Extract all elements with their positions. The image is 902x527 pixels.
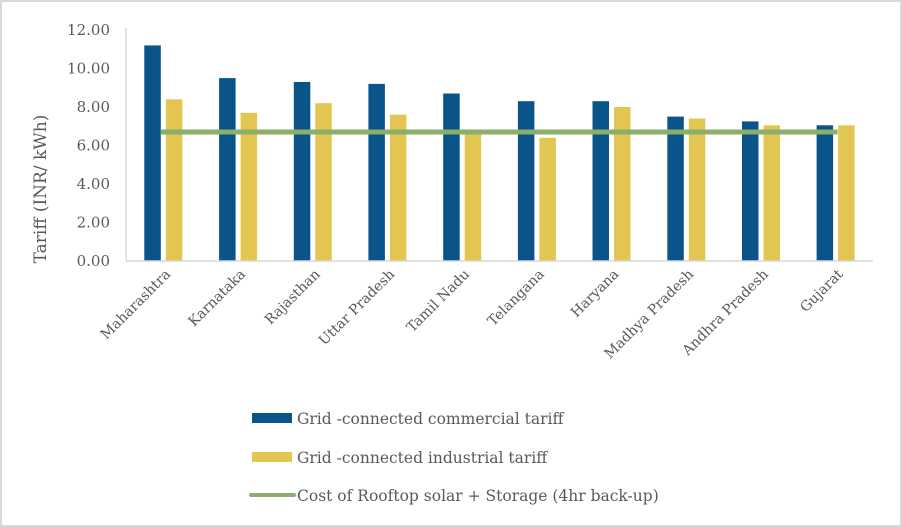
commercial-tariff-bar bbox=[592, 101, 609, 261]
commercial-tariff-bar bbox=[667, 116, 684, 261]
commercial-tariff-bar bbox=[368, 83, 385, 262]
commercial-tariff-bar bbox=[816, 125, 834, 261]
y-tick-label: 4.00 bbox=[77, 175, 110, 193]
industrial-tariff-bar bbox=[315, 103, 332, 261]
industrial-tariff-bar bbox=[688, 118, 706, 261]
x-category-label: Telangana bbox=[485, 267, 548, 330]
commercial-tariff-bar bbox=[742, 121, 759, 262]
commercial-tariff-bar bbox=[293, 82, 311, 261]
y-tick-label: 2.00 bbox=[77, 214, 110, 232]
y-tick-label: 6.00 bbox=[77, 137, 110, 155]
legend: Grid -connected commercial tariff Grid -c… bbox=[249, 410, 659, 505]
x-category-label: Maharashtra bbox=[98, 267, 174, 343]
y-tick-label: 12.00 bbox=[67, 21, 110, 39]
commercial-tariff-bar bbox=[517, 101, 535, 261]
legend-label: Cost of Rooftop solar + Storage (4hr bac… bbox=[297, 487, 659, 505]
x-category-label: Haryana bbox=[568, 267, 622, 321]
commercial-tariff-bar bbox=[144, 45, 161, 262]
legend-item: Grid -connected industrial tariff bbox=[252, 449, 548, 467]
x-category-label: Gujarat bbox=[797, 266, 846, 315]
commercial-tariff-bar bbox=[219, 78, 236, 261]
x-category-label: Tamil Nadu bbox=[404, 267, 473, 336]
industrial-tariff-bar bbox=[464, 130, 482, 261]
legend-label: Grid -connected commercial tariff bbox=[297, 410, 565, 428]
y-axis-ticks: 0.00 2.00 4.00 6.00 8.00 10.00 12.00 bbox=[67, 21, 110, 270]
x-category-label: Uttar Pradesh bbox=[316, 267, 398, 349]
x-category-label: Karnataka bbox=[186, 267, 249, 330]
legend-item: Cost of Rooftop solar + Storage (4hr bac… bbox=[249, 487, 659, 505]
y-tick-label: 10.00 bbox=[67, 60, 110, 78]
x-category-label: Rajasthan bbox=[262, 267, 324, 329]
legend-label: Grid -connected industrial tariff bbox=[297, 449, 548, 467]
bars bbox=[144, 45, 855, 262]
legend-swatch-industrial bbox=[252, 452, 292, 462]
industrial-tariff-bar bbox=[539, 137, 556, 261]
y-tick-label: 0.00 bbox=[77, 252, 110, 270]
legend-swatch-commercial bbox=[252, 413, 292, 423]
industrial-tariff-bar bbox=[614, 107, 631, 261]
y-axis-title: Tariff (INR/ kWh) bbox=[31, 115, 51, 264]
commercial-tariff-bar bbox=[443, 93, 460, 261]
industrial-tariff-bar bbox=[389, 114, 407, 261]
industrial-tariff-bar bbox=[763, 125, 780, 261]
industrial-tariff-bar bbox=[838, 125, 855, 261]
industrial-tariff-bar bbox=[240, 112, 258, 261]
y-tick-label: 8.00 bbox=[77, 98, 110, 116]
industrial-tariff-bar bbox=[165, 99, 183, 261]
legend-item: Grid -connected commercial tariff bbox=[252, 410, 565, 428]
